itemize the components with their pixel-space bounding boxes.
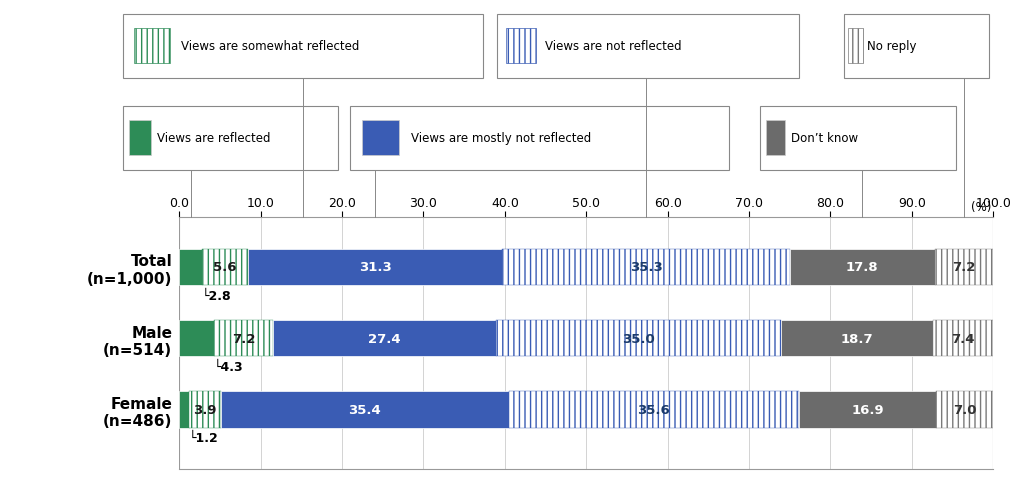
Text: 7.2: 7.2: [952, 261, 976, 274]
Bar: [790, 249, 935, 286]
Bar: [848, 29, 862, 64]
Text: Views are not reflected: Views are not reflected: [545, 40, 682, 53]
Text: 35.6: 35.6: [637, 403, 670, 416]
Text: No reply: No reply: [867, 40, 916, 53]
Bar: [179, 249, 202, 286]
Text: 7.0: 7.0: [953, 403, 977, 416]
Text: └1.2: └1.2: [189, 431, 219, 444]
Bar: [189, 391, 221, 428]
Bar: [272, 320, 496, 357]
Text: 35.0: 35.0: [622, 332, 654, 345]
Bar: [781, 320, 933, 357]
Bar: [248, 249, 503, 286]
Bar: [361, 121, 399, 156]
Bar: [936, 391, 993, 428]
Bar: [509, 391, 799, 428]
Bar: [221, 391, 509, 428]
Bar: [134, 29, 170, 64]
Bar: [503, 249, 790, 286]
Text: └4.3: └4.3: [214, 360, 244, 373]
Text: 18.7: 18.7: [841, 332, 873, 345]
Text: 7.2: 7.2: [231, 332, 255, 345]
Text: Don’t know: Don’t know: [792, 132, 858, 145]
Text: 3.9: 3.9: [194, 403, 217, 416]
Bar: [214, 320, 272, 357]
Text: (%): (%): [971, 201, 991, 214]
Bar: [933, 320, 993, 357]
Bar: [506, 29, 536, 64]
Bar: [179, 320, 214, 357]
Text: 31.3: 31.3: [358, 261, 391, 274]
Text: Views are reflected: Views are reflected: [158, 132, 270, 145]
Bar: [179, 391, 189, 428]
Bar: [202, 249, 248, 286]
Text: 7.4: 7.4: [951, 332, 975, 345]
Text: 16.9: 16.9: [851, 403, 884, 416]
Text: Views are mostly not reflected: Views are mostly not reflected: [411, 132, 591, 145]
Bar: [935, 249, 993, 286]
Bar: [496, 320, 781, 357]
Text: 17.8: 17.8: [846, 261, 879, 274]
Bar: [766, 121, 785, 156]
Text: 35.3: 35.3: [630, 261, 663, 274]
Bar: [129, 121, 151, 156]
Text: 5.6: 5.6: [213, 261, 237, 274]
Text: Views are somewhat reflected: Views are somewhat reflected: [180, 40, 359, 53]
Text: 35.4: 35.4: [348, 403, 381, 416]
Text: 27.4: 27.4: [368, 332, 400, 345]
Text: └2.8: └2.8: [202, 289, 231, 302]
Bar: [799, 391, 936, 428]
